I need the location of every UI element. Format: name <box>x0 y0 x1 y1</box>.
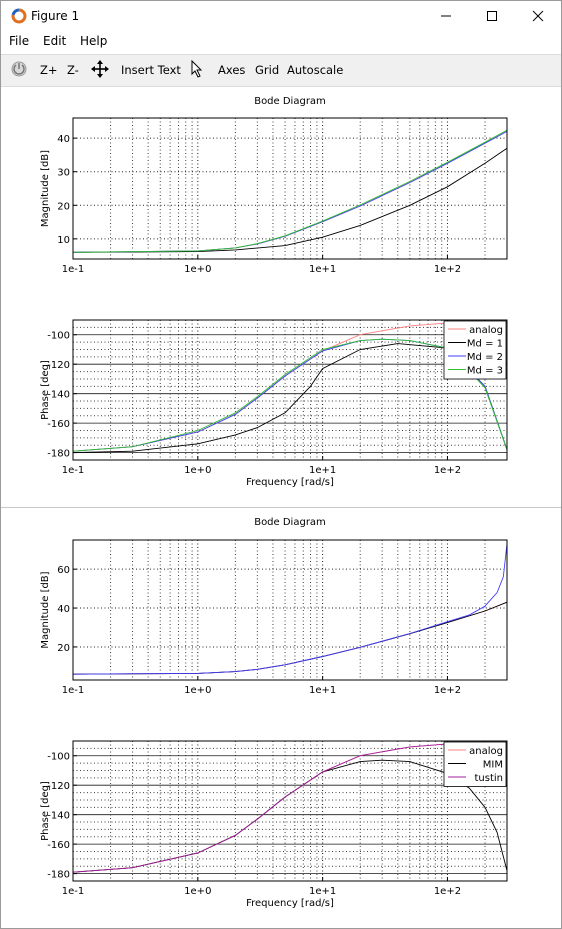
y-axis-label: Phase [deg] <box>40 781 51 841</box>
y-tick-label: 10 <box>57 235 70 246</box>
zoom-in-button[interactable]: Z+ <box>40 63 58 77</box>
menu-help[interactable]: Help <box>80 34 108 48</box>
chart-title: Bode Diagram <box>254 517 326 528</box>
axes-frame <box>72 319 508 461</box>
x-tick-label: 1e-1 <box>62 685 85 696</box>
y-tick-label: -120 <box>47 360 70 371</box>
y-axis-label: Magnitude [dB] <box>40 571 51 648</box>
y-axis-label: Phase [deg] <box>40 360 51 420</box>
y-tick-label: 20 <box>57 201 70 212</box>
menu-file[interactable]: File <box>9 34 30 48</box>
legend-entry: Md = 2 <box>467 352 503 363</box>
zoom-out-button[interactable]: Z- <box>67 63 79 77</box>
x-tick-label: 1e-1 <box>62 264 85 275</box>
app-logo-icon <box>11 8 27 24</box>
y-tick-label: -100 <box>47 331 70 342</box>
x-tick-label: 1e+2 <box>434 465 461 476</box>
x-tick-label: 1e+1 <box>309 886 336 897</box>
x-tick-label: 1e+0 <box>184 886 211 897</box>
y-tick-label: 20 <box>57 643 70 654</box>
x-tick-label: 1e-1 <box>62 886 85 897</box>
x-tick-label: 1e+2 <box>434 685 461 696</box>
axes-frame <box>72 117 508 260</box>
axes-button[interactable]: Axes <box>218 63 246 77</box>
title-bar[interactable]: Figure 1 <box>1 1 561 31</box>
minimize-button[interactable] <box>423 1 469 31</box>
y-tick-label: -140 <box>47 811 70 822</box>
y-tick-label: 40 <box>57 134 70 145</box>
x-tick-label: 1e+0 <box>184 264 211 275</box>
y-tick-label: -100 <box>47 752 70 763</box>
x-axis-label: Frequency [rad/s] <box>246 477 334 488</box>
figure-separator <box>1 507 561 508</box>
legend-entry: analog <box>469 325 503 336</box>
pointer-icon[interactable] <box>190 60 204 78</box>
x-tick-label: 1e+1 <box>309 465 336 476</box>
x-tick-label: 1e+1 <box>309 685 336 696</box>
y-tick-label: -180 <box>47 449 70 460</box>
legend-entry: tustin <box>474 773 503 784</box>
y-tick-label: -140 <box>47 390 70 401</box>
series-line-tustin <box>72 742 508 873</box>
series-line-md-3 <box>72 129 508 253</box>
chart-title: Bode Diagram <box>254 96 326 107</box>
series-line-tustin <box>72 543 508 675</box>
y-tick-label: 40 <box>57 604 70 615</box>
x-tick-label: 1e+2 <box>434 264 461 275</box>
window-title: Figure 1 <box>31 9 80 23</box>
y-axis-label: Magnitude [dB] <box>40 150 51 227</box>
menu-bar: File Edit Help <box>1 31 561 53</box>
insert-text-button[interactable]: Insert Text <box>121 63 181 77</box>
rotate-icon[interactable] <box>10 60 28 78</box>
y-tick-label: 60 <box>57 565 70 576</box>
close-icon <box>532 10 544 22</box>
close-button[interactable] <box>515 1 561 31</box>
x-tick-label: 1e+0 <box>184 685 211 696</box>
maximize-icon <box>487 11 497 21</box>
pan-icon[interactable] <box>91 60 109 78</box>
y-tick-label: -120 <box>47 781 70 792</box>
y-tick-label: -160 <box>47 419 70 430</box>
x-tick-label: 1e+0 <box>184 465 211 476</box>
maximize-button[interactable] <box>469 1 515 31</box>
legend-entry: Md = 3 <box>467 366 503 377</box>
y-tick-label: 30 <box>57 168 70 179</box>
toolbar: Z+ Z- Insert Text Axes Grid Autoscale <box>1 54 561 87</box>
legend-entry: MIM <box>483 760 503 771</box>
minimize-icon <box>441 15 451 17</box>
y-tick-label: -180 <box>47 870 70 881</box>
x-tick-label: 1e-1 <box>62 465 85 476</box>
menu-edit[interactable]: Edit <box>43 34 67 48</box>
legend-entry: Md = 1 <box>467 339 503 350</box>
axes-frame <box>72 539 508 681</box>
x-tick-label: 1e+2 <box>434 886 461 897</box>
series-line-md-1 <box>72 147 508 253</box>
grid-button[interactable]: Grid <box>255 63 280 77</box>
x-tick-label: 1e+1 <box>309 264 336 275</box>
y-tick-label: -160 <box>47 840 70 851</box>
x-axis-label: Frequency [rad/s] <box>246 898 334 909</box>
legend-entry: analog <box>469 746 503 757</box>
legend-box <box>443 741 507 787</box>
autoscale-button[interactable]: Autoscale <box>287 63 344 77</box>
axes-frame <box>72 740 508 882</box>
